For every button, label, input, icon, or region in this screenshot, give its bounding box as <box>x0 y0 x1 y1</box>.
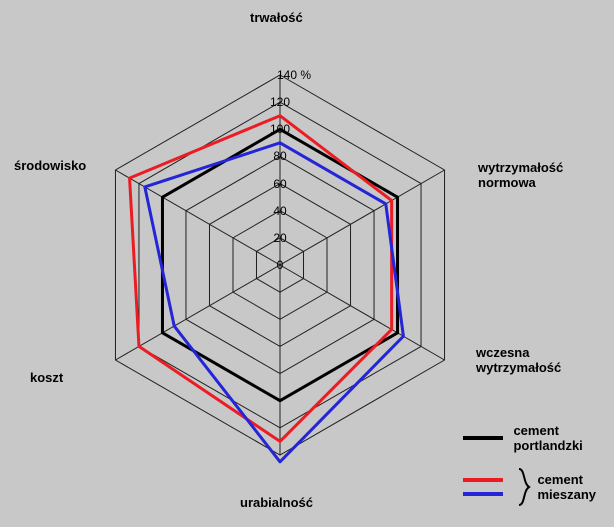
legend: cement portlandzki cement mieszany <box>463 417 596 507</box>
tick-120: 120 <box>270 95 290 109</box>
legend-swatch-red <box>463 478 503 482</box>
axis-label-srodowisko: środowisko <box>14 158 86 173</box>
tick-80: 80 <box>273 149 286 163</box>
axis-label-urabialnosc: urabialność <box>240 495 313 510</box>
tick-0: 0 <box>277 258 284 272</box>
tick-40: 40 <box>273 204 286 218</box>
axis-label-wytrzymalosc-normowa: wytrzymałość normowa <box>478 160 563 190</box>
legend-item-mieszany: cement mieszany <box>463 467 596 507</box>
tick-60: 60 <box>273 177 286 191</box>
tick-140: 140 % <box>277 68 311 82</box>
tick-100: 100 <box>270 122 290 136</box>
legend-swatch-blue <box>463 492 503 496</box>
axis-label-koszt: koszt <box>30 370 63 385</box>
legend-label-mieszany: cement mieszany <box>537 472 596 502</box>
tick-20: 20 <box>273 231 286 245</box>
axis-label-trwalosc: trwałość <box>250 10 303 25</box>
legend-swatch-black <box>463 436 503 440</box>
legend-item-portlandzki: cement portlandzki <box>463 423 596 453</box>
bracket-icon <box>517 467 531 507</box>
axis-label-wczesna-wytrzymalosc: wczesna wytrzymałość <box>476 345 561 375</box>
legend-label-portlandzki: cement portlandzki <box>513 423 582 453</box>
